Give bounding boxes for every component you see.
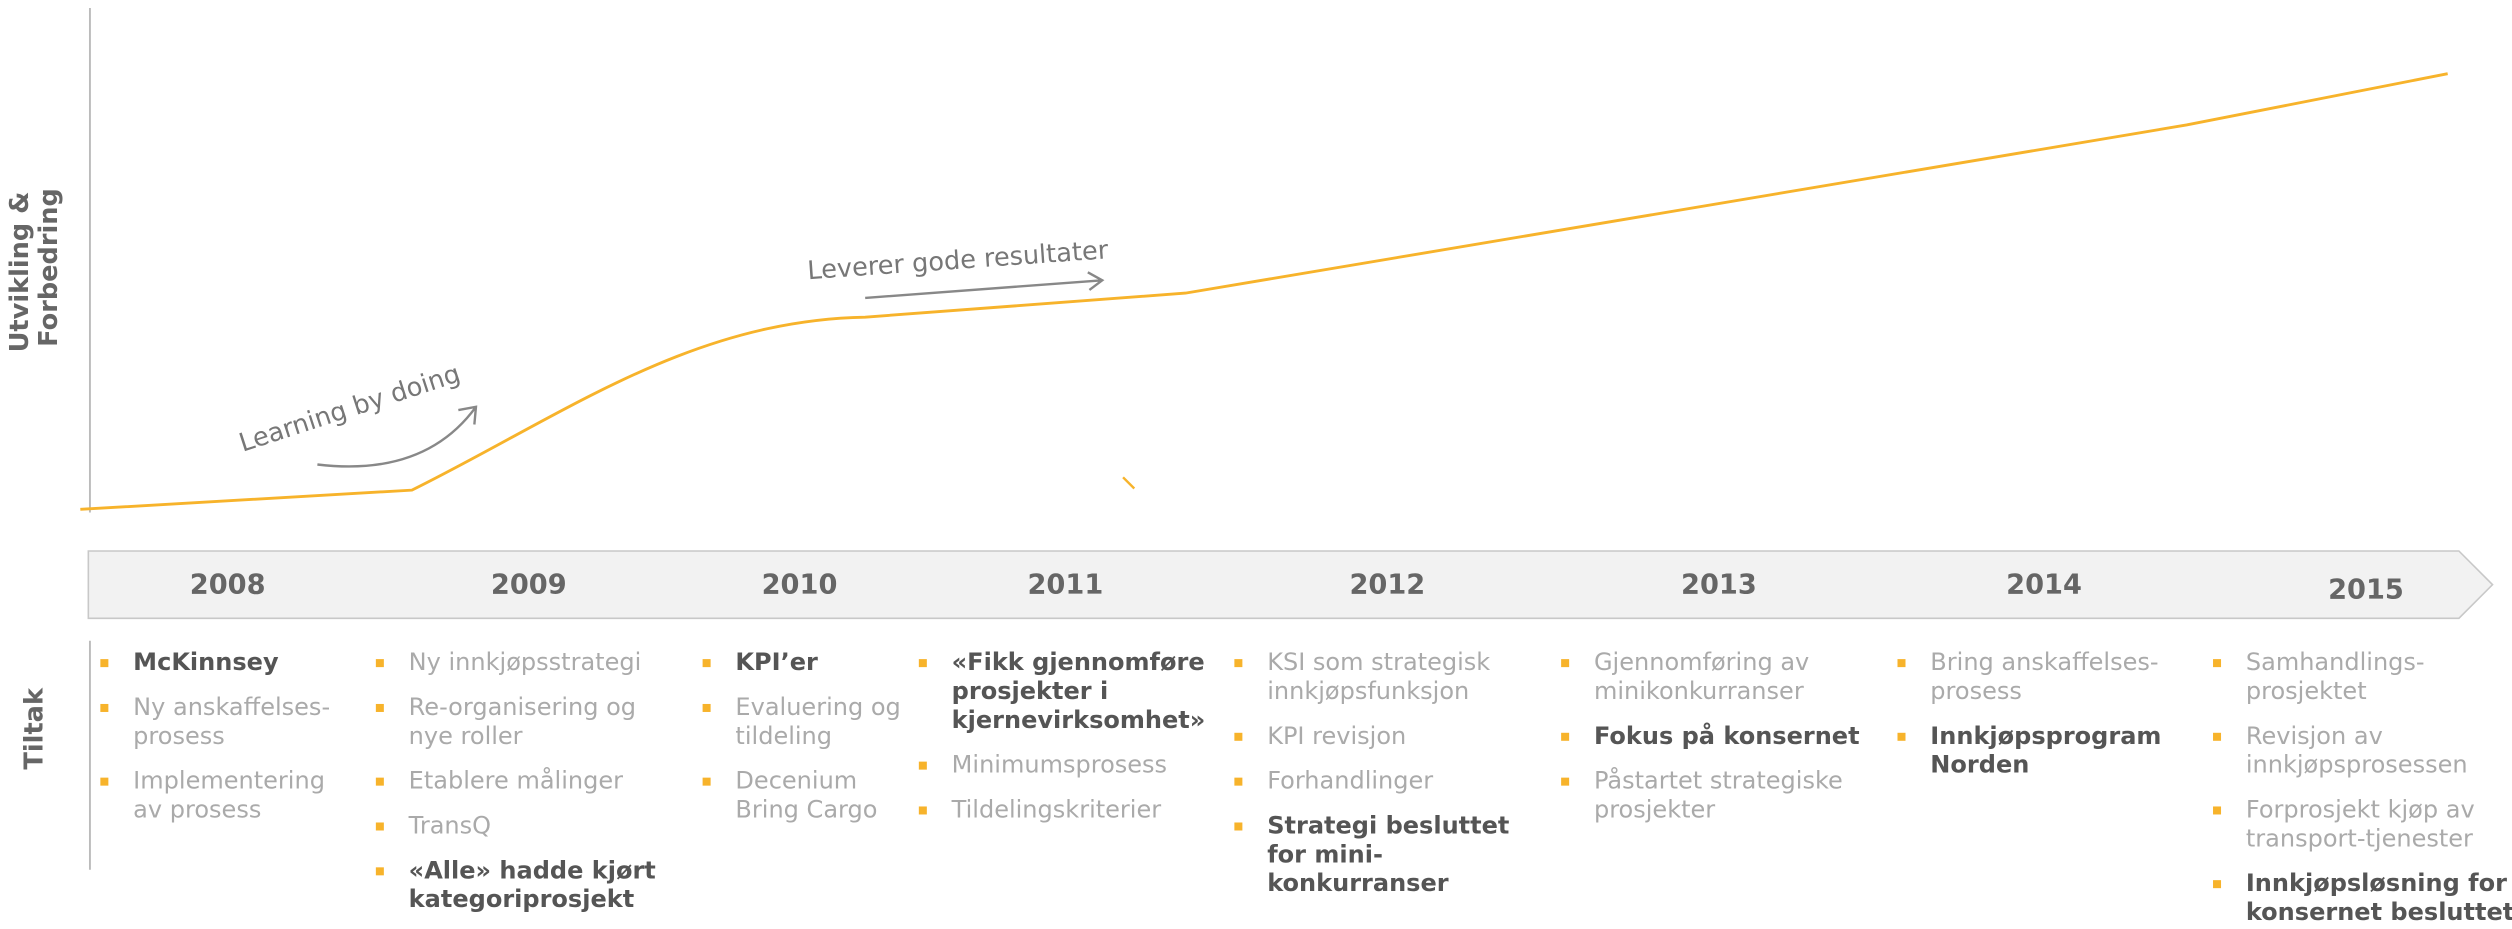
item-text: prosjektet: [2246, 677, 2367, 705]
year-label: 2012: [1349, 570, 1425, 601]
item-text: KPI revisjon: [1267, 722, 1406, 750]
item-text: KPI’er: [735, 648, 818, 676]
annotation: Learning by doing: [236, 359, 464, 459]
bullet: [1234, 777, 1243, 786]
item-text: Innkjøpsprogram: [1930, 722, 2161, 750]
bullet: [375, 703, 384, 712]
item-text: tildeling: [735, 722, 832, 750]
annotation-arrow: [865, 271, 1105, 300]
bullet: [918, 659, 927, 668]
item-text: innkjøpsprosessen: [2246, 751, 2468, 779]
year-label: 2014: [2006, 570, 2082, 601]
y-axis-label: Utvikling & Forbedring: [5, 183, 64, 353]
item-text: kjernevirksomhet»: [952, 706, 1206, 734]
bullet: [1234, 659, 1243, 668]
annotation-arrow: [317, 405, 478, 468]
item-text: «Alle» hadde kjørt: [409, 856, 656, 884]
item-text: prosjekter i: [952, 677, 1109, 705]
bullet: [918, 806, 927, 815]
item-text: Forprosjekt kjøp av: [2246, 795, 2475, 823]
year-label: 2013: [1681, 570, 1757, 601]
item-text: Revisjon av: [2246, 722, 2383, 750]
bullet: [375, 659, 384, 668]
item-text: av prosess: [133, 795, 261, 823]
item-text: McKinnsey: [133, 648, 279, 676]
item-text: konsernet besluttet: [2246, 898, 2512, 926]
item-text: Ny anskaffelses-: [133, 693, 330, 721]
item-text: Evaluering og: [735, 693, 900, 721]
bullet: [1561, 659, 1570, 668]
item-text: «Fikk gjennomføre: [952, 648, 1205, 676]
item-text: Minimumsprosess: [952, 751, 1167, 779]
item-text: prosjekter: [1594, 795, 1715, 823]
item-text: Forhandlinger: [1267, 767, 1433, 795]
timeline: [87, 550, 2494, 620]
item-text: TransQ: [408, 811, 491, 839]
item-text: Tildelingskriterier: [951, 795, 1162, 823]
bullet: [702, 777, 711, 786]
year-label: 2009: [491, 570, 567, 601]
bullet: [375, 867, 384, 876]
item-text: Ny innkjøpsstrategi: [409, 648, 642, 676]
item-text: Re-organisering og: [409, 693, 636, 721]
item-text: Innkjøpsløsning for: [2246, 869, 2507, 897]
item-text: innkjøpsfunksjon: [1267, 677, 1469, 705]
bullet: [1897, 732, 1906, 741]
item-text: Bring Cargo: [735, 795, 877, 823]
bullet: [1897, 659, 1906, 668]
item-text: Samhandlings-: [2246, 648, 2425, 676]
progress-curve: [80, 72, 2448, 511]
item-text: transport-tjenester: [2246, 824, 2473, 852]
item-text: minikonkurranser: [1594, 677, 1804, 705]
bullet: [375, 777, 384, 786]
bullet: [100, 777, 109, 786]
item-text: Decenium: [735, 767, 857, 795]
item-text: Bring anskaffelses-: [1930, 648, 2158, 676]
bullet: [2213, 659, 2222, 668]
item-text: prosess: [133, 722, 225, 750]
year-label: 2010: [762, 570, 838, 601]
columns: McKinnsey Ny anskaffelses-prosess Implemen…: [100, 648, 2512, 926]
item-text: Strategi besluttet: [1267, 811, 1509, 839]
annotation: Leverer gode resultater: [806, 235, 1109, 286]
year-label: 2015: [2328, 575, 2404, 606]
bullet: [100, 703, 109, 712]
bullet: [918, 761, 927, 770]
item-text: Norden: [1930, 751, 2029, 779]
tick: [1122, 476, 1136, 490]
bullet: [1234, 732, 1243, 741]
item-text: kategoriprosjekt: [409, 885, 635, 913]
year-label: 2011: [1028, 570, 1104, 601]
item-text: for mini-: [1267, 840, 1383, 868]
item-text: Fokus på konsernet: [1594, 721, 1860, 750]
y-axis-label-line: Utvikling &: [5, 191, 35, 352]
bullet: [1234, 822, 1243, 831]
bullet: [702, 659, 711, 668]
years: 2008 2009 2010 2011 2012 2013 2014 2015: [190, 570, 2404, 606]
item-text: Gjennomføring av: [1594, 648, 1809, 676]
item-text: KSI som strategisk: [1267, 648, 1490, 676]
year-label: 2008: [190, 570, 266, 601]
item-text: Påstartet strategiske: [1594, 766, 1843, 795]
item-text: Implementering: [133, 767, 325, 795]
bullet: [1561, 777, 1570, 786]
bullet: [702, 703, 711, 712]
item-text: prosess: [1930, 677, 2022, 705]
bullet: [2213, 732, 2222, 741]
y-axis-label-line: Forbedring: [34, 188, 64, 347]
bullet: [1561, 732, 1570, 741]
bullet: [2213, 806, 2222, 815]
item-text: konkurranser: [1267, 869, 1449, 897]
bullet: [2213, 880, 2222, 889]
item-text: Etablere målinger: [409, 766, 623, 795]
bullet: [375, 822, 384, 831]
item-text: nye roller: [409, 722, 523, 750]
bullet: [100, 659, 109, 668]
section-label: Tiltak: [19, 687, 49, 770]
